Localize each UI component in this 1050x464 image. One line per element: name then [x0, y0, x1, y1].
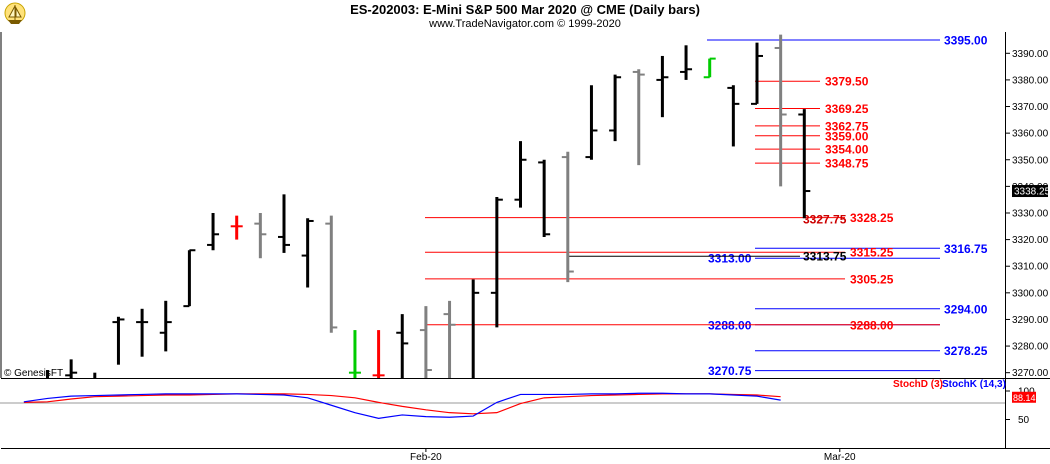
- red-level-label: 3379.50: [825, 75, 869, 89]
- ohlc-bar: [490, 197, 503, 328]
- ohlc-bar: [774, 34, 787, 187]
- ohlc-bar: [561, 151, 574, 283]
- red-level-label: 3362.75: [825, 119, 869, 133]
- ohlc-bar: [798, 109, 811, 219]
- chart-title: ES-202003: E-Mini S&P 500 Mar 2020 @ CME…: [350, 2, 700, 17]
- watermark-text: © GenesisFT: [4, 368, 63, 379]
- price-axis: 3270.00 3280.00 3290.00 3300.00 3310.00 3320.…: [1005, 49, 1050, 379]
- ohlc-bar: [751, 42, 763, 105]
- stoch-series-line: [23, 393, 781, 415]
- price-tick-label: 3360.00: [1012, 129, 1049, 140]
- ohlc-bar: [703, 57, 716, 79]
- blue-level-label: 3294.00: [944, 302, 988, 316]
- red-level-label: 3328.25: [850, 211, 894, 225]
- ohlc-bar: [585, 85, 598, 160]
- ohlc-bar: [632, 69, 645, 166]
- red-level-label: 3288.00: [850, 318, 894, 332]
- price-tick-label: 3390.00: [1012, 49, 1049, 60]
- stoch-series-line: [23, 392, 781, 419]
- price-tick-label: 3280.00: [1012, 342, 1049, 353]
- red-level-label: 3348.75: [825, 157, 869, 171]
- stoch-value-label: 88.14: [1013, 393, 1036, 403]
- date-axis: Feb-20 Mar-20: [410, 448, 856, 463]
- stochk-legend: StochK (14,3): [942, 379, 1006, 390]
- ohlc-bar: [136, 308, 149, 357]
- price-tick-label: 3370.00: [1012, 102, 1049, 113]
- price-tick-label: 3350.00: [1012, 155, 1049, 166]
- ohlc-bar: [183, 249, 196, 308]
- ohlc-bar: [514, 141, 527, 208]
- red-level-label: 3315.25: [850, 246, 894, 260]
- level-label: 3327.75: [803, 212, 847, 226]
- red-level-label: 3354.00: [825, 143, 869, 157]
- level-label: 3313.75: [803, 250, 847, 264]
- ohlc-bar: [680, 45, 693, 80]
- ohlc-bar: [159, 300, 172, 352]
- ohlc-bar: [301, 218, 314, 288]
- price-tick-label: 3320.00: [1012, 235, 1049, 246]
- red-level-label: 3359.00: [825, 129, 869, 143]
- ohlc-bars: [46, 34, 811, 378]
- ohlc-bar: [278, 194, 290, 253]
- price-tick-label: 3310.00: [1012, 262, 1049, 273]
- ohlc-bar: [112, 316, 125, 365]
- blue-level-label: 3278.25: [944, 344, 988, 358]
- stochastic-lines: [23, 392, 781, 419]
- ohlc-bar: [538, 159, 551, 237]
- ohlc-bar: [348, 330, 361, 378]
- ohlc-bar: [325, 215, 338, 333]
- ohlc-bar: [230, 215, 243, 240]
- blue-level-label: 3395.00: [944, 33, 988, 47]
- stoch-value-box: [1012, 391, 1036, 403]
- ohlc-bar: [254, 212, 267, 259]
- ohlc-bar: [656, 55, 669, 118]
- ohlc-bar: [65, 359, 78, 378]
- ohlc-bar: [396, 314, 409, 378]
- red-level-label: 3369.25: [825, 102, 869, 116]
- ohlc-bar: [207, 212, 220, 251]
- red-level-label: 3305.25: [850, 272, 894, 286]
- ohlc-bar: [609, 74, 622, 142]
- blue-level-label: 3270.75: [708, 364, 752, 378]
- chart-subtitle: www.TradeNavigator.com © 1999-2020: [429, 18, 621, 30]
- blue-level-label: 3313.00: [708, 252, 752, 266]
- price-tick-label: 3330.00: [1012, 208, 1049, 219]
- ohlc-bar: [443, 300, 456, 378]
- last-price-box: [1012, 185, 1048, 198]
- stochastic-axis: 5010088.14: [1005, 387, 1036, 426]
- price-tick-label: 3270.00: [1012, 368, 1049, 379]
- price-level-lines: 3395.00 3316.75 3294.00 3278.25 3313.00 3288.…: [425, 33, 988, 378]
- ohlc-bar: [471, 279, 480, 378]
- price-tick-label: 3290.00: [1012, 315, 1049, 326]
- ohlc-bar: [419, 306, 432, 378]
- price-tick-label: 3300.00: [1012, 288, 1049, 299]
- last-price-label: 3338.25: [1014, 187, 1050, 198]
- ohlc-bar: [372, 330, 385, 378]
- date-tick-label: Mar-20: [824, 452, 856, 463]
- ohlc-bar: [727, 85, 740, 147]
- blue-level-label: 3316.75: [944, 242, 988, 256]
- price-tick-label: 3380.00: [1012, 75, 1049, 86]
- stoch-tick-label: 50: [1018, 415, 1030, 426]
- sailboat-logo-icon: [4, 2, 26, 24]
- stochd-legend: StochD (3): [893, 379, 943, 390]
- date-tick-label: Feb-20: [410, 452, 442, 463]
